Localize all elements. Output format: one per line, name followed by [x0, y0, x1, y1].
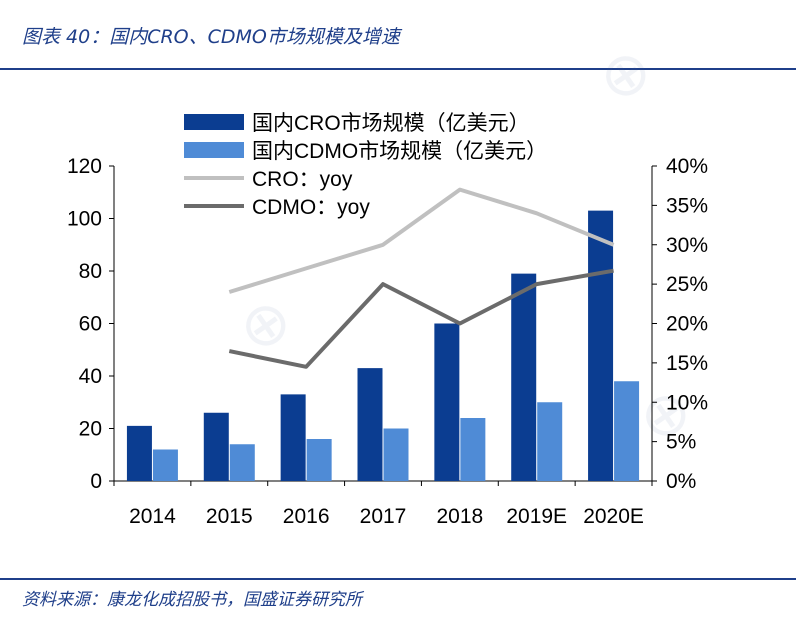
footer-rule	[0, 578, 796, 580]
y-right-tick-label: 30%	[666, 234, 708, 257]
x-tick-label: 2018	[436, 505, 483, 528]
legend-swatch	[184, 114, 244, 130]
legend-swatch	[184, 142, 244, 158]
line-cro-yoy	[228, 187, 615, 294]
x-tick-label: 2014	[129, 505, 176, 528]
y-right-tick-label: 35%	[666, 194, 708, 217]
y-right-tick-label: 40%	[666, 155, 708, 178]
y-left-tick-label: 0	[90, 470, 102, 493]
y-right-tick-label: 0%	[666, 470, 696, 493]
line-cdmo-yoy	[228, 268, 614, 369]
x-tick-label: 2020E	[583, 505, 644, 528]
y-left-tick-label: 120	[67, 155, 102, 178]
y-right-tick-label: 15%	[666, 352, 708, 375]
legend: 国内CRO市场规模（亿美元） 国内CDMO市场规模（亿美元） CRO：yoy CDMO…	[184, 112, 547, 219]
y-left-tick-label: 20	[79, 418, 102, 441]
y-left-tick-label: 40	[79, 365, 102, 388]
y-right-tick-label: 20%	[666, 313, 708, 336]
x-tick-label: 2015	[206, 505, 253, 528]
bar-cdmo	[460, 418, 486, 481]
y-right-tick-label: 10%	[666, 391, 708, 414]
bar-cro	[203, 412, 229, 481]
page-title: 图表 40：国内CRO、CDMO市场规模及增速	[22, 26, 400, 48]
bars	[126, 210, 640, 481]
bar-cdmo	[152, 449, 178, 481]
y-left-tick-label: 60	[79, 313, 102, 336]
y-right-tick-label: 25%	[666, 273, 708, 296]
y-left-tick-label: 100	[67, 208, 102, 231]
bar-cdmo	[306, 439, 332, 481]
lines	[228, 187, 615, 369]
title-rule	[0, 68, 796, 70]
bar-cdmo	[614, 381, 640, 481]
x-tick-labels: 2014 2015 2016 2017 2018 2019E 2020E	[129, 505, 644, 528]
bar-cdmo	[537, 402, 563, 481]
bar-cro	[511, 273, 537, 481]
legend-label: 国内CRO市场规模（亿美元）	[252, 112, 530, 135]
bar-cro	[280, 394, 306, 481]
bar-cro	[434, 323, 460, 481]
legend-label: CRO：yoy	[252, 168, 353, 191]
bar-cro	[357, 368, 383, 481]
y-left-tick-label: 80	[79, 260, 102, 283]
x-tick-label: 2016	[283, 505, 330, 528]
axes: 0 20 40 60 80 100 120 0% 5% 10% 15% 20% 25% 30% 35% 40%	[67, 155, 708, 493]
legend-label: CDMO：yoy	[252, 196, 370, 219]
bar-cdmo	[229, 444, 255, 481]
source-note: 资料来源：康龙化成招股书，国盛证券研究所	[22, 590, 362, 610]
chart-area: 0 20 40 60 80 100 120 0% 5% 10% 15% 20% 25% 30% 35% 40%…	[67, 112, 708, 528]
bar-cro	[126, 425, 152, 481]
x-tick-label: 2019E	[506, 505, 567, 528]
x-tick-label: 2017	[360, 505, 407, 528]
bar-cro	[588, 210, 614, 481]
y-right-tick-label: 5%	[666, 431, 696, 454]
legend-label: 国内CDMO市场规模（亿美元）	[252, 140, 547, 163]
bar-cdmo	[383, 428, 409, 481]
